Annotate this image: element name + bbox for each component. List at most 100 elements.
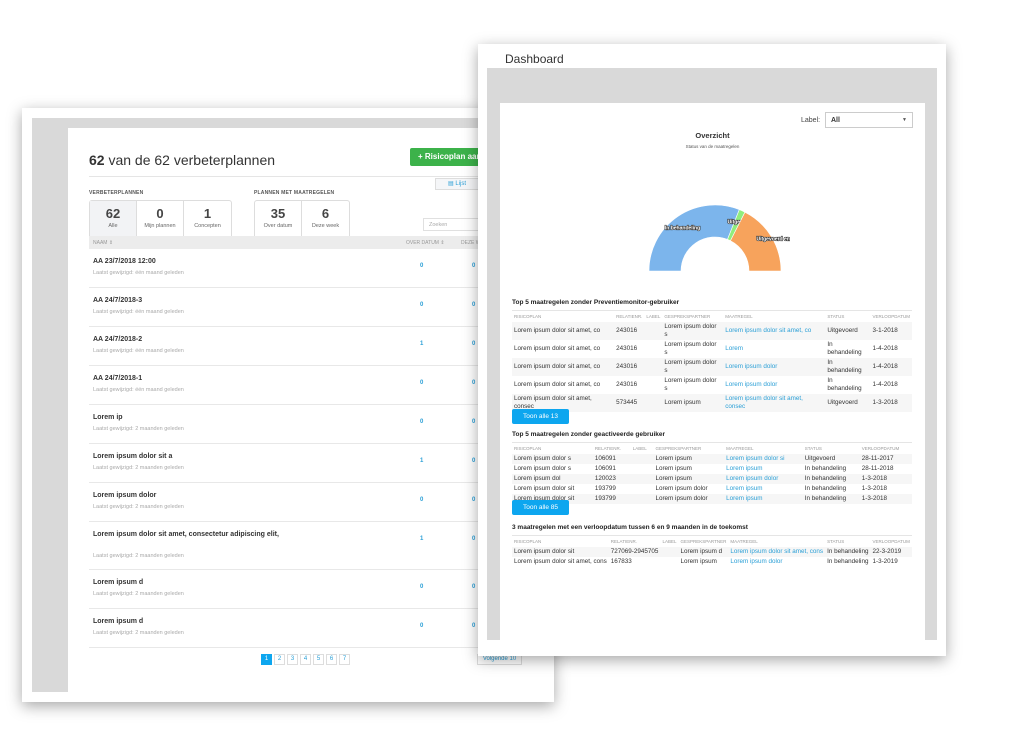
plan-name[interactable]: Lorem ip (93, 414, 123, 421)
relatienr: 106091 (592, 454, 631, 464)
over-datum-count[interactable]: 0 (420, 623, 424, 629)
maatregelen-table: RISICOPLAN RELATIENR. LABEL GESPREKSPARTNER… (512, 442, 912, 504)
divider (89, 176, 548, 177)
maatregel-link[interactable]: Lorem ipsum dolor (730, 558, 783, 565)
plan-name[interactable]: Lorem ipsum dolor (93, 492, 157, 499)
show-all-button[interactable]: Toon alle 13 (512, 409, 569, 424)
table-row[interactable]: AA 24/7/2018-2 Laatst gewijzigd: één maan… (89, 327, 548, 366)
plan-name[interactable]: AA 24/7/2018-3 (93, 297, 143, 304)
table-row[interactable]: AA 23/7/2018 12:00 Laatst gewijzigd: één … (89, 249, 548, 288)
plan-name[interactable]: Lorem ipsum d (93, 579, 144, 586)
dashboard-card: Label: All ▼ Overzicht Status van de maat… (500, 103, 925, 640)
deze-week-count[interactable]: 0 (472, 623, 476, 629)
risicoplan: Lorem ipsum dolor sit (514, 485, 575, 492)
deze-week-count[interactable]: 0 (472, 380, 476, 386)
table-row: Lorem ipsum dolor sit amet, co 243016 Lore… (512, 322, 912, 340)
over-datum-count[interactable]: 0 (420, 263, 424, 269)
table-row[interactable]: Lorem ipsum dolor sit a Laatst gewijzigd:… (89, 444, 548, 483)
status: In behandeling (827, 341, 862, 356)
deze-week-count[interactable]: 0 (472, 263, 476, 269)
page-4[interactable]: 4 (300, 654, 311, 665)
risicoplan: Lorem ipsum dolor s (512, 454, 593, 464)
stat-filter-over-datum[interactable]: 35 Over datum (255, 201, 302, 239)
table-row[interactable]: Lorem ipsum d Laatst gewijzigd: 2 maanden… (89, 609, 548, 648)
slice-uitgevoerd-en-goedgekeurd[interactable] (730, 211, 782, 272)
page-3[interactable]: 3 (287, 654, 298, 665)
over-datum-count[interactable]: 0 (420, 497, 424, 503)
maatregel-link[interactable]: Lorem ipsum dolor sit amet, cons (728, 547, 826, 557)
plan-name[interactable]: Lorem ipsum dolor sit amet, consectetur … (93, 531, 279, 538)
table-row[interactable]: Lorem ipsum d Laatst gewijzigd: 2 maanden… (89, 570, 548, 609)
label-select[interactable]: All ▼ (825, 112, 913, 128)
maatregel-link[interactable]: Lorem ipsum (726, 465, 763, 472)
deze-week-count[interactable]: 0 (472, 419, 476, 425)
page-title: 62 van de 62 verbeterplannen (89, 152, 276, 168)
table-row[interactable]: Lorem ipsum dolor Laatst gewijzigd: 2 maa… (89, 483, 548, 522)
page-6[interactable]: 6 (326, 654, 337, 665)
over-datum-count[interactable]: 1 (420, 536, 424, 542)
plan-name[interactable]: AA 23/7/2018 12:00 (93, 258, 156, 265)
section-label: PLANNEN MET MAATREGELEN (254, 190, 335, 196)
column-over-datum[interactable]: OVER DATUM ⇕ (406, 240, 445, 246)
over-datum-count[interactable]: 0 (420, 584, 424, 590)
column-name[interactable]: NAAM ⇕ (93, 240, 114, 246)
maatregel-link[interactable]: Lorem ipsum dolor si (724, 454, 803, 464)
table-row[interactable]: AA 24/7/2018-3 Laatst gewijzigd: één maan… (89, 288, 548, 327)
column-verloopdatum: VERLOOPDATUM (870, 310, 912, 322)
stat-filter-mijn-plannen[interactable]: 0 Mijn plannen (137, 201, 184, 239)
deze-week-count[interactable]: 0 (472, 536, 476, 542)
page-1[interactable]: 1 (261, 654, 272, 665)
page-2[interactable]: 2 (274, 654, 285, 665)
maatregel-link[interactable]: Lorem ipsum dolor sit amet, consec (723, 394, 826, 412)
deze-week-count[interactable]: 0 (472, 497, 476, 503)
deze-week-count[interactable]: 0 (472, 584, 476, 590)
maatregel-link[interactable]: Lorem ipsum dolor (723, 358, 826, 376)
list-view-toggle[interactable]: ▤ Lijst (435, 178, 479, 190)
deze-week-count[interactable]: 0 (472, 302, 476, 308)
gesprekspartner: Lorem ipsum (662, 394, 724, 412)
page-7[interactable]: 7 (339, 654, 350, 665)
maatregel-link[interactable]: Lorem ipsum (726, 485, 763, 492)
column-status: STATUS (825, 310, 871, 322)
plan-name[interactable]: AA 24/7/2018-2 (93, 336, 143, 343)
deze-week-count[interactable]: 0 (472, 341, 476, 347)
maatregelen-table: RISICOPLAN RELATIENR. LABEL GESPREKSPARTNER… (512, 535, 912, 567)
maatregel-link[interactable]: Lorem ipsum (724, 494, 803, 504)
risicoplan: Lorem ipsum dol (512, 474, 593, 484)
last-modified: Laatst gewijzigd: één maand geleden (93, 348, 184, 354)
over-datum-count[interactable]: 1 (420, 341, 424, 347)
label (631, 464, 654, 474)
plan-name[interactable]: Lorem ipsum dolor sit a (93, 453, 173, 460)
deze-week-count[interactable]: 0 (472, 458, 476, 464)
over-datum-count[interactable]: 0 (420, 419, 424, 425)
maatregel-link[interactable]: Lorem (725, 345, 744, 352)
plan-name[interactable]: AA 24/7/2018-1 (93, 375, 143, 382)
column-relatienr: RELATIENR. (614, 310, 645, 322)
page-5[interactable]: 5 (313, 654, 324, 665)
table-row[interactable]: AA 24/7/2018-1 Laatst gewijzigd: één maan… (89, 366, 548, 405)
stat-filter-deze-week[interactable]: 6 Deze week (302, 201, 349, 239)
plan-name[interactable]: Lorem ipsum d (93, 618, 144, 625)
table-row[interactable]: Lorem ip Laatst gewijzigd: 2 maanden gele… (89, 405, 548, 444)
gesprekspartner: Lorem ipsum (680, 558, 717, 565)
show-all-button[interactable]: Toon alle 85 (512, 500, 569, 515)
risicoplan: Lorem ipsum dolor sit amet, consec (512, 394, 615, 412)
table-row[interactable]: Lorem ipsum dolor sit amet, consectetur … (89, 522, 548, 570)
column-deze-week[interactable]: DEZE WEEK (461, 240, 491, 246)
stat-filter-alle[interactable]: 62 Alle (90, 201, 137, 239)
slice-in-behandeling[interactable] (648, 204, 740, 272)
status: In behandeling (802, 494, 860, 504)
table-header: NAAM ⇕ OVER DATUM ⇕ DEZE WEEK (89, 236, 548, 249)
status: In behandeling (804, 485, 847, 492)
over-datum-count[interactable]: 0 (420, 302, 424, 308)
over-datum-count[interactable]: 1 (420, 458, 424, 464)
stat-count: 62 (105, 206, 121, 221)
maatregel-link[interactable]: Lorem ipsum dolor (724, 474, 803, 484)
maatregel-link[interactable]: Lorem ipsum dolor sit amet, co (723, 322, 826, 340)
gesprekspartner: Lorem ipsum d (678, 547, 729, 557)
stat-filter-concepten[interactable]: 1 Concepten (184, 201, 231, 239)
over-datum-count[interactable]: 0 (420, 380, 424, 386)
stat-label: Concepten (194, 223, 221, 229)
risicoplan: Lorem ipsum dolor sit amet, cons (514, 558, 607, 565)
maatregel-link[interactable]: Lorem ipsum dolor (725, 381, 778, 388)
